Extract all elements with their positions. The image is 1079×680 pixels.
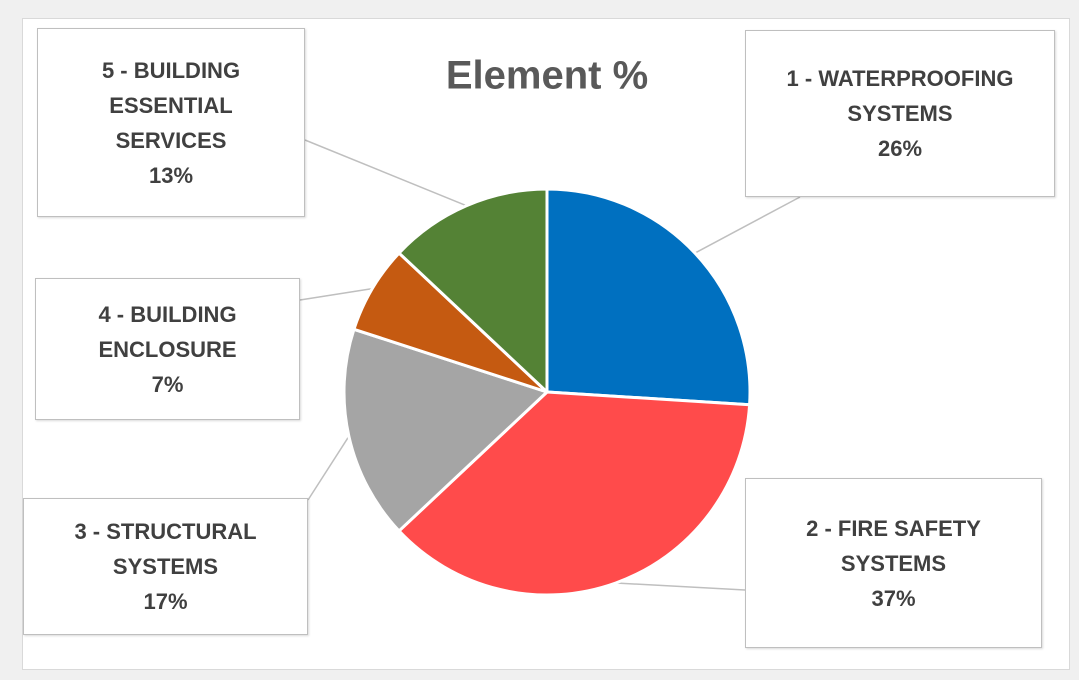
leader-line: [307, 435, 350, 501]
slices: [342, 187, 752, 597]
callout-category: 3 - STRUCTURAL SYSTEMS: [74, 519, 257, 579]
callout-value: 7%: [151, 371, 184, 397]
callout-value: 37%: [871, 585, 916, 611]
data-callout: 4 - BUILDING ENCLOSURE 7%: [35, 278, 300, 420]
callout-value: 13%: [148, 162, 194, 188]
leader-line: [299, 287, 373, 301]
leader-line: [694, 196, 801, 254]
leader-line: [304, 139, 467, 207]
data-callout: 3 - STRUCTURAL SYSTEMS 17%: [23, 498, 308, 635]
pie-slice: [397, 187, 549, 394]
leader-lines: [299, 139, 801, 591]
data-callout: 5 - BUILDING ESSENTIAL SERVICES 13%: [37, 28, 305, 217]
data-callout: 2 - FIRE SAFETY SYSTEMS 37%: [745, 478, 1042, 648]
callout-category: 2 - FIRE SAFETY SYSTEMS: [806, 515, 981, 576]
chart-title: Element %: [446, 54, 648, 98]
callout-category: 4 - BUILDING ENCLOSURE: [98, 301, 237, 362]
data-callout: 1 - WATERPROOFING SYSTEMS 26%: [745, 30, 1055, 197]
leader-line: [615, 582, 746, 591]
pie-slice: [342, 327, 549, 533]
callout-value: 17%: [143, 589, 188, 614]
callout-value: 26%: [877, 136, 923, 161]
pie-slice: [545, 187, 752, 407]
callout-category: 1 - WATERPROOFING SYSTEMS: [786, 66, 1014, 126]
callout-category: 5 - BUILDING ESSENTIAL SERVICES: [101, 57, 241, 153]
pie-slice: [397, 390, 752, 597]
